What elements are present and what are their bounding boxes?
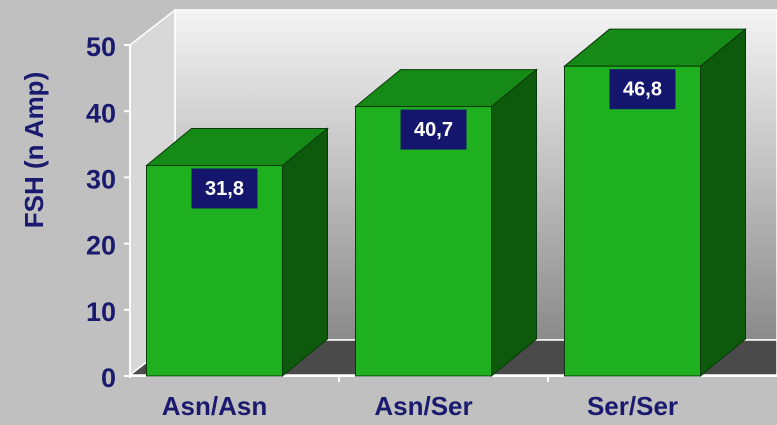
y-tick-label: 0: [101, 363, 116, 393]
y-tick-label: 20: [86, 231, 116, 261]
bar: [355, 106, 492, 377]
value-label-box: [609, 69, 676, 110]
bar-side: [491, 68, 537, 378]
x-tick-label: Asn/Ser: [374, 391, 472, 421]
y-tick-label: 50: [86, 32, 116, 62]
y-axis-title: FSH (n Amp): [19, 72, 49, 228]
value-label: 46,8: [623, 78, 662, 100]
value-label-box: [400, 109, 467, 150]
bar-side: [700, 28, 746, 378]
value-label-box: [191, 168, 258, 209]
y-tick-label: 10: [86, 297, 116, 327]
x-tick-label: Asn/Asn: [162, 391, 267, 421]
bar-side: [282, 127, 328, 378]
value-label: 40,7: [414, 119, 453, 141]
y-tick-label: 30: [86, 165, 116, 195]
y-tick-label: 40: [86, 98, 116, 128]
value-label: 31,8: [205, 178, 244, 200]
x-tick-label: Ser/Ser: [587, 391, 678, 421]
bar: [564, 65, 701, 377]
